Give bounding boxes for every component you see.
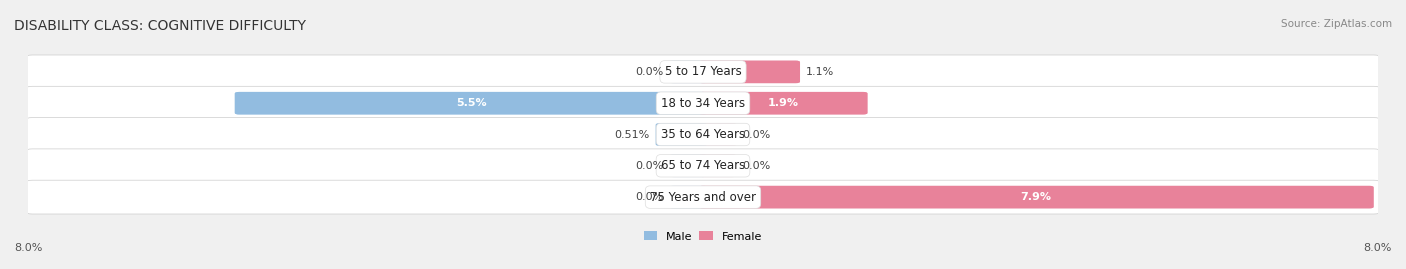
Text: 5 to 17 Years: 5 to 17 Years bbox=[665, 65, 741, 78]
FancyBboxPatch shape bbox=[669, 61, 707, 83]
Text: 18 to 34 Years: 18 to 34 Years bbox=[661, 97, 745, 110]
Text: 75 Years and over: 75 Years and over bbox=[650, 191, 756, 204]
Text: 0.0%: 0.0% bbox=[636, 192, 664, 202]
Text: 8.0%: 8.0% bbox=[1364, 243, 1392, 253]
Text: 7.9%: 7.9% bbox=[1021, 192, 1052, 202]
Legend: Male, Female: Male, Female bbox=[640, 227, 766, 246]
FancyBboxPatch shape bbox=[699, 61, 800, 83]
Text: 1.1%: 1.1% bbox=[806, 67, 834, 77]
Text: 65 to 74 Years: 65 to 74 Years bbox=[661, 159, 745, 172]
Text: 0.0%: 0.0% bbox=[636, 67, 664, 77]
FancyBboxPatch shape bbox=[25, 180, 1381, 214]
FancyBboxPatch shape bbox=[699, 61, 800, 83]
FancyBboxPatch shape bbox=[669, 186, 707, 208]
Text: 8.0%: 8.0% bbox=[14, 243, 42, 253]
Text: Source: ZipAtlas.com: Source: ZipAtlas.com bbox=[1281, 19, 1392, 29]
FancyBboxPatch shape bbox=[235, 92, 707, 115]
Text: 35 to 64 Years: 35 to 64 Years bbox=[661, 128, 745, 141]
Text: 0.0%: 0.0% bbox=[742, 161, 770, 171]
FancyBboxPatch shape bbox=[699, 92, 868, 115]
Text: 0.51%: 0.51% bbox=[614, 129, 650, 140]
FancyBboxPatch shape bbox=[655, 123, 707, 146]
Text: 1.9%: 1.9% bbox=[768, 98, 799, 108]
FancyBboxPatch shape bbox=[699, 186, 1374, 208]
FancyBboxPatch shape bbox=[25, 149, 1381, 183]
FancyBboxPatch shape bbox=[25, 118, 1381, 151]
Text: 5.5%: 5.5% bbox=[456, 98, 486, 108]
FancyBboxPatch shape bbox=[699, 123, 737, 146]
Text: 0.0%: 0.0% bbox=[742, 129, 770, 140]
FancyBboxPatch shape bbox=[25, 55, 1381, 89]
Text: DISABILITY CLASS: COGNITIVE DIFFICULTY: DISABILITY CLASS: COGNITIVE DIFFICULTY bbox=[14, 19, 307, 33]
FancyBboxPatch shape bbox=[699, 186, 1374, 208]
FancyBboxPatch shape bbox=[25, 86, 1381, 120]
FancyBboxPatch shape bbox=[699, 92, 868, 115]
FancyBboxPatch shape bbox=[235, 92, 707, 115]
FancyBboxPatch shape bbox=[655, 123, 707, 146]
Text: 0.0%: 0.0% bbox=[636, 161, 664, 171]
FancyBboxPatch shape bbox=[699, 154, 737, 177]
FancyBboxPatch shape bbox=[669, 154, 707, 177]
